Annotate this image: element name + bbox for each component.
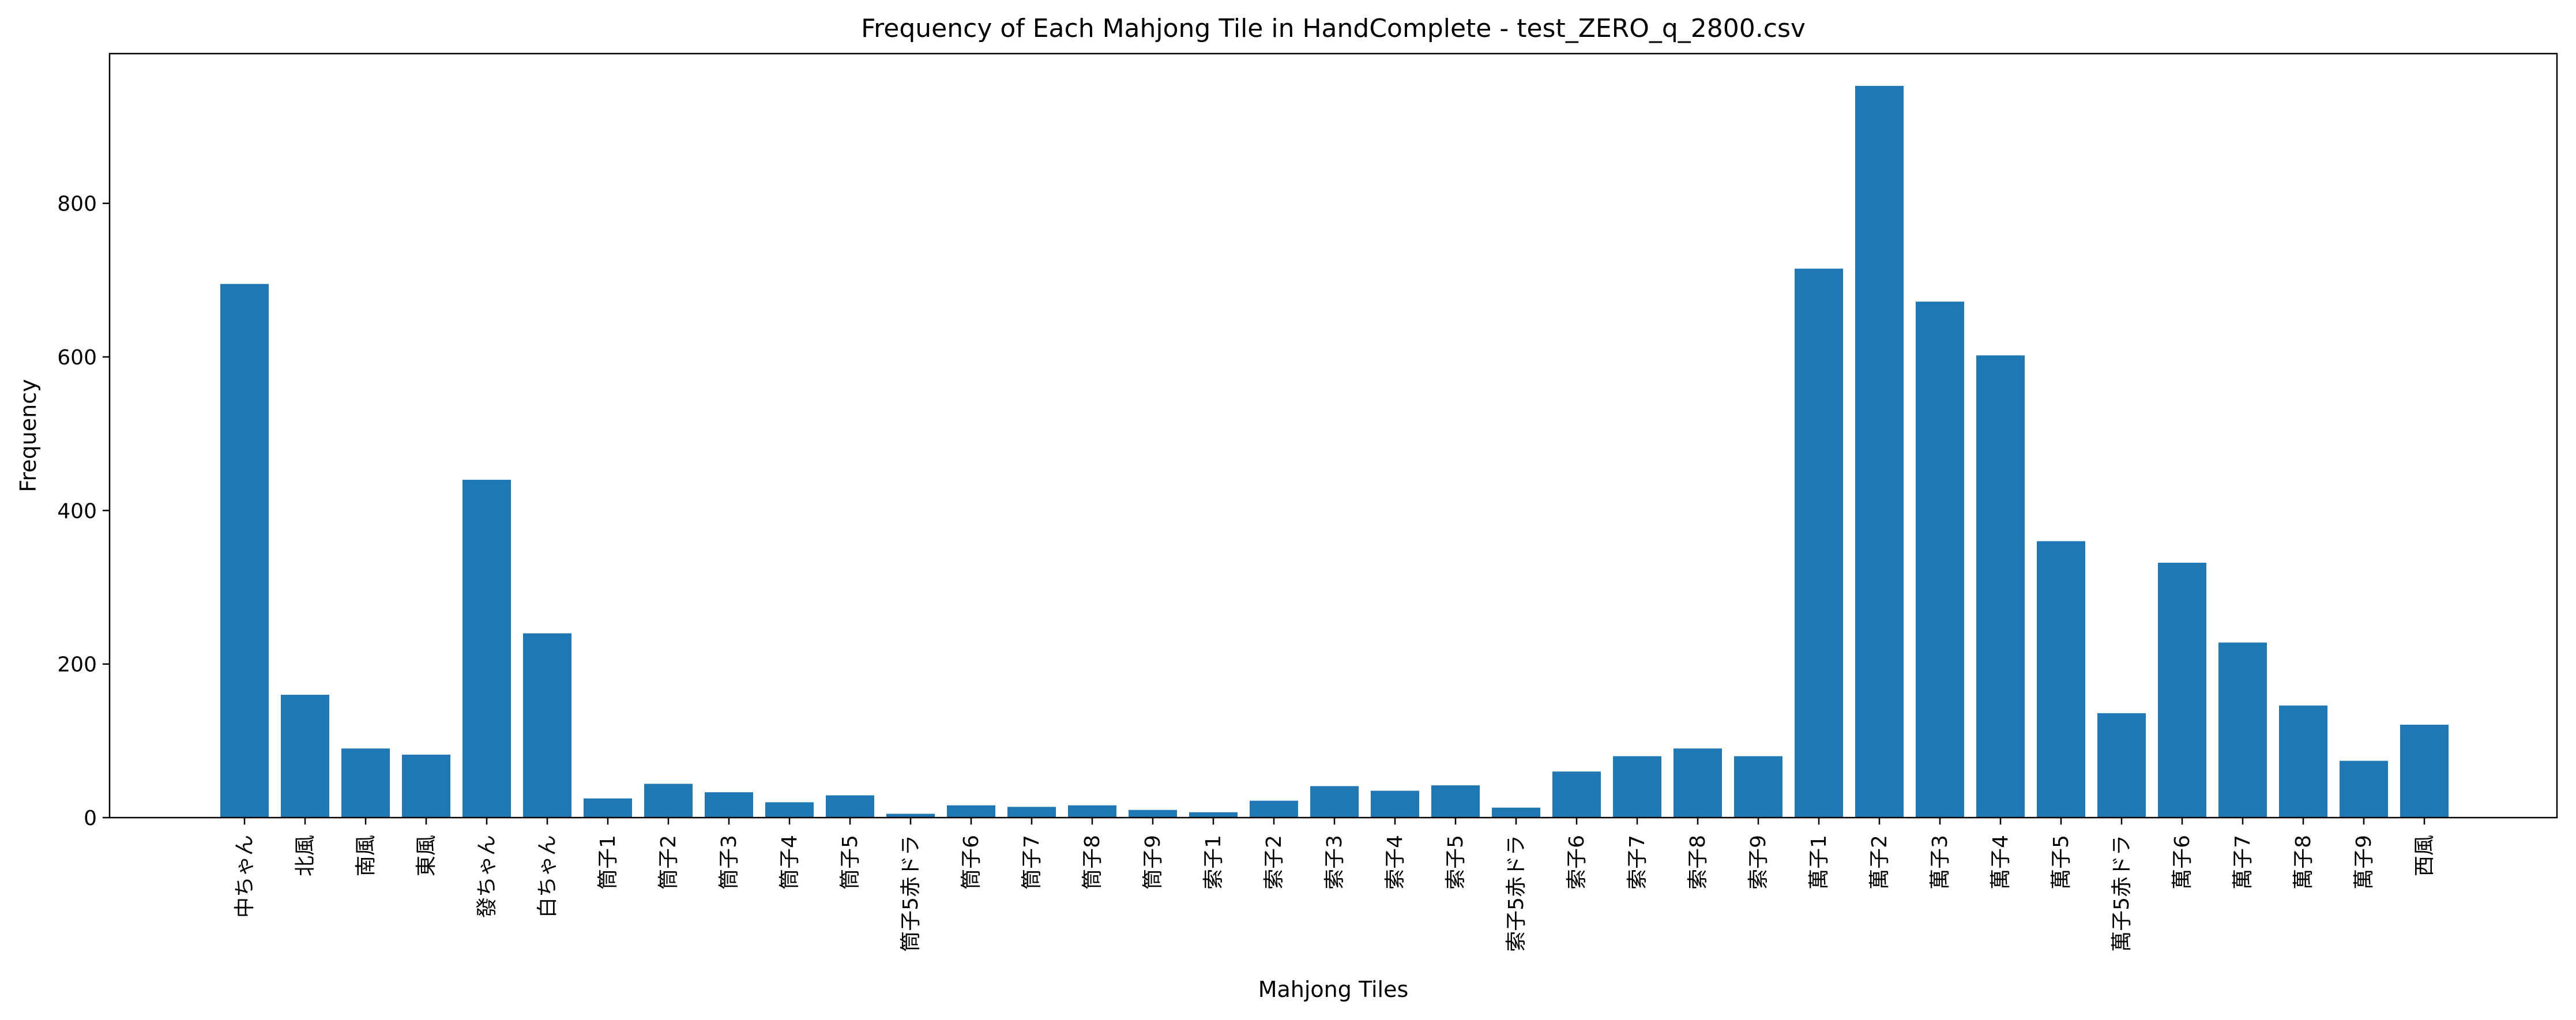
- bar-8: [705, 792, 753, 818]
- x-tick-label-8: 筒子3: [717, 835, 741, 890]
- bars: [220, 85, 2449, 818]
- x-axis-label: Mahjong Tiles: [1258, 977, 1409, 1002]
- x-tick-label-5: 白ちゃん: [536, 835, 559, 918]
- bar-28: [1916, 302, 1964, 818]
- bar-0: [220, 284, 269, 818]
- bar-27: [1855, 85, 1904, 818]
- y-tick-label-3: 600: [57, 346, 97, 370]
- x-tick-label-4: 發ちゃん: [475, 835, 499, 918]
- bar-18: [1310, 786, 1359, 818]
- bar-22: [1552, 771, 1601, 818]
- bar-36: [2400, 724, 2449, 818]
- x-tick-label-19: 索子4: [1383, 835, 1407, 890]
- y-tick-label-1: 200: [57, 653, 97, 677]
- bar-6: [584, 798, 632, 818]
- x-tick-label-9: 筒子4: [778, 835, 802, 890]
- bar-5: [523, 633, 571, 818]
- x-tick-label-18: 索子3: [1323, 835, 1347, 890]
- bar-30: [2037, 541, 2085, 818]
- x-tick-label-7: 筒子2: [657, 835, 680, 890]
- bar-23: [1613, 756, 1661, 818]
- x-tick-label-3: 東風: [415, 835, 438, 876]
- bar-20: [1431, 785, 1480, 818]
- bar-21: [1492, 807, 1540, 818]
- x-tick-label-10: 筒子5: [838, 835, 862, 890]
- x-tick-label-17: 索子2: [1262, 835, 1286, 890]
- bar-31: [2097, 713, 2146, 818]
- bar-15: [1129, 810, 1177, 818]
- x-tick-label-29: 萬子4: [1989, 835, 2013, 890]
- x-axis-ticks: 中ちゃん 北風 南風 東風 發ちゃん 白ちゃん 筒子1 筒子2 筒子3 筒子4 筒子5 筒子5赤ドラ 筒…: [233, 818, 2436, 952]
- bar-34: [2279, 705, 2327, 818]
- x-tick-label-26: 萬子1: [1807, 835, 1831, 890]
- bar-19: [1371, 791, 1419, 818]
- bar-1: [281, 694, 329, 818]
- bar-2: [341, 748, 390, 818]
- bar-11: [886, 814, 935, 818]
- bar-3: [402, 754, 450, 818]
- x-tick-label-32: 萬子6: [2171, 835, 2194, 890]
- y-tick-label-2: 400: [57, 499, 97, 523]
- x-tick-label-16: 索子1: [1202, 835, 1225, 890]
- x-tick-label-33: 萬子7: [2231, 835, 2255, 890]
- bar-26: [1795, 268, 1843, 818]
- bar-14: [1068, 805, 1116, 818]
- bar-16: [1189, 812, 1238, 818]
- x-tick-label-28: 萬子3: [1928, 835, 1952, 890]
- y-tick-label-4: 800: [57, 193, 97, 216]
- bar-17: [1250, 800, 1298, 818]
- x-tick-label-0: 中ちゃん: [233, 835, 257, 918]
- plot-area-frame: [108, 52, 2558, 819]
- bar-25: [1734, 756, 1782, 818]
- chart-title: Frequency of Each Mahjong Tile in HandCo…: [861, 14, 1806, 43]
- bar-7: [644, 784, 693, 818]
- x-tick-label-20: 索子5: [1444, 835, 1468, 890]
- x-tick-label-2: 南風: [354, 835, 378, 876]
- x-tick-label-11: 筒子5赤ドラ: [899, 835, 923, 952]
- x-tick-label-27: 萬子2: [1868, 835, 1891, 890]
- x-tick-label-23: 索子7: [1626, 835, 1649, 890]
- bar-9: [765, 802, 814, 818]
- y-axis-ticks: 0 200 400 600 800: [57, 193, 110, 830]
- y-tick-label-0: 0: [84, 807, 97, 830]
- bar-24: [1674, 748, 1722, 818]
- x-tick-label-1: 北風: [294, 835, 317, 876]
- x-tick-label-22: 索子6: [1565, 835, 1589, 890]
- x-tick-label-30: 萬子5: [2049, 835, 2073, 890]
- bar-29: [1976, 355, 2025, 818]
- x-tick-label-6: 筒子1: [596, 835, 620, 890]
- bar-13: [1007, 807, 1056, 818]
- x-tick-label-24: 索子8: [1686, 835, 1710, 890]
- x-tick-label-15: 筒子9: [1141, 835, 1165, 890]
- x-tick-label-13: 筒子7: [1020, 835, 1044, 890]
- bar-12: [947, 805, 995, 818]
- bar-32: [2158, 562, 2206, 818]
- bar-4: [462, 480, 511, 818]
- x-tick-label-14: 筒子8: [1081, 835, 1104, 890]
- x-tick-label-25: 索子9: [1747, 835, 1770, 890]
- bar-10: [826, 795, 874, 818]
- bar-35: [2340, 761, 2388, 818]
- y-axis-label: Frequency: [16, 379, 41, 492]
- x-tick-label-35: 萬子9: [2352, 835, 2376, 890]
- x-tick-label-36: 西風: [2413, 835, 2436, 876]
- x-tick-label-12: 筒子6: [960, 835, 983, 890]
- x-tick-label-34: 萬子8: [2292, 835, 2315, 890]
- x-tick-label-21: 索子5赤ドラ: [1505, 835, 1528, 952]
- bar-33: [2218, 642, 2267, 818]
- x-tick-label-31: 萬子5赤ドラ: [2110, 835, 2134, 952]
